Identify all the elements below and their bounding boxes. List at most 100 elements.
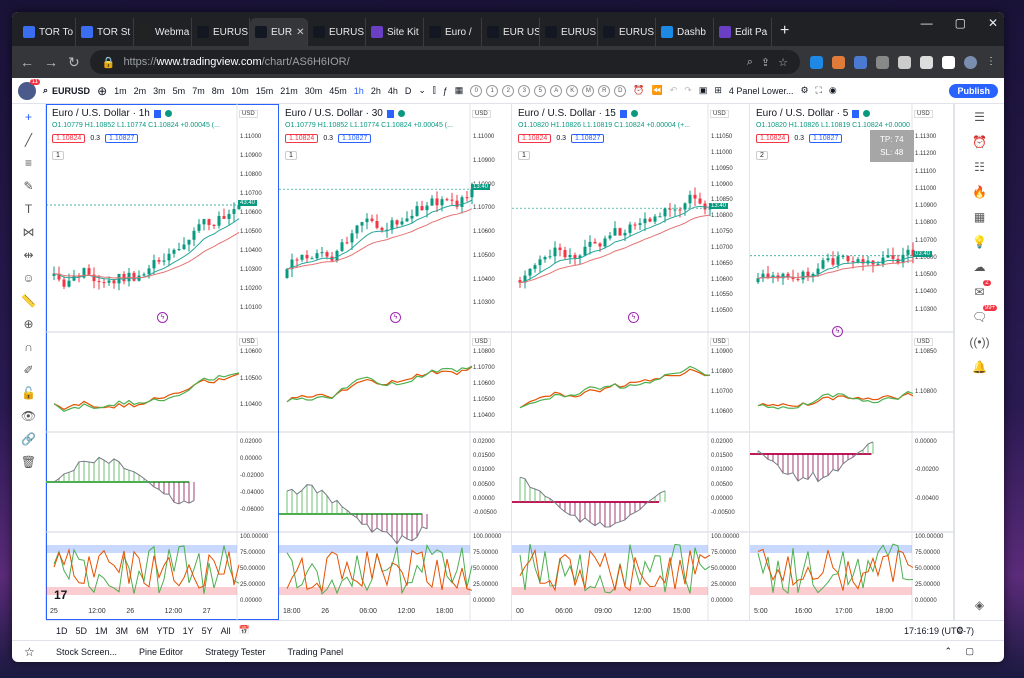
new-tab-icon[interactable]: + xyxy=(780,22,790,39)
browser-tab[interactable]: EUR US xyxy=(482,18,540,46)
trendline-icon[interactable]: ╱ xyxy=(24,133,33,147)
zoom-icon[interactable]: ⌕ xyxy=(746,55,753,68)
stay-drawing-icon[interactable]: ✐ xyxy=(23,363,34,377)
visibility-icon[interactable]: 👁 xyxy=(20,409,37,423)
browser-tab[interactable]: Webma xyxy=(134,18,192,46)
range-ytd[interactable]: YTD xyxy=(156,625,175,636)
alert-icon[interactable]: ⏰ xyxy=(633,85,645,95)
sidebar-icon[interactable] xyxy=(942,55,955,69)
replay-icon[interactable]: ⏪ xyxy=(651,85,663,95)
indicator-shortcut[interactable]: D xyxy=(614,84,627,97)
interval-30m[interactable]: 30m xyxy=(304,85,323,96)
chat-icon[interactable]: ☁ xyxy=(973,260,986,274)
extension-icon[interactable] xyxy=(876,55,889,69)
indicator-shortcut[interactable]: M xyxy=(582,84,595,97)
chart-panel[interactable]: Euro / U.S. Dollar · 5 O1.10820 H1.10826 … xyxy=(750,104,954,620)
url-field[interactable]: 🔒 https://www.tradingview.com/chart/AS6H… xyxy=(89,50,800,74)
chart-settings-icon[interactable]: ⚙ xyxy=(955,625,964,635)
indicator-shortcut[interactable]: A xyxy=(550,84,563,97)
range-5y[interactable]: 5Y xyxy=(201,625,213,636)
extension-icon[interactable] xyxy=(854,55,867,69)
browser-tab[interactable]: TOR To xyxy=(18,18,76,46)
crosshair-icon[interactable]: + xyxy=(24,110,32,124)
buy-button[interactable]: 1.10827 xyxy=(338,134,372,143)
interval-10m[interactable]: 10m xyxy=(231,85,249,96)
menu-dots-icon[interactable]: ⋮ xyxy=(986,55,996,67)
back-icon[interactable]: ← xyxy=(20,54,34,70)
range-1y[interactable]: 1Y xyxy=(182,625,194,636)
close-tab-icon[interactable]: ✕ xyxy=(296,26,305,38)
maximize-icon[interactable]: ▢ xyxy=(954,16,966,30)
ideas-icon[interactable]: 💡 xyxy=(972,235,987,249)
emoji-icon[interactable]: ☺ xyxy=(22,271,35,285)
browser-tab[interactable]: EUR ✕ xyxy=(250,18,308,46)
interval-1h[interactable]: 1h xyxy=(353,85,364,96)
redo-icon[interactable]: ↷ xyxy=(684,85,692,95)
minimize-icon[interactable]: — xyxy=(920,16,933,30)
fullscreen-icon[interactable]: ⛶ xyxy=(815,85,822,95)
interval-45m[interactable]: 45m xyxy=(329,85,347,96)
fib-icon[interactable]: ≡ xyxy=(24,156,32,170)
chart-panel[interactable]: Euro / U.S. Dollar · 30 O1.10779 H1.10852… xyxy=(279,104,512,620)
indicator-shortcut[interactable]: 0 xyxy=(470,84,483,97)
goto-date-icon[interactable]: 📅 xyxy=(238,625,250,635)
lock-drawings-icon[interactable]: 🔓 xyxy=(21,386,36,400)
extension-icon[interactable] xyxy=(810,55,823,69)
ruler-icon[interactable]: 📏 xyxy=(21,294,36,308)
browser-tab[interactable]: EURUS xyxy=(192,18,250,46)
clock[interactable]: 17:16:19 (UTC-7) xyxy=(903,625,974,636)
interval-2m[interactable]: 2m xyxy=(133,85,147,96)
panel-tab[interactable]: Trading Panel xyxy=(287,646,344,657)
lightning-icon[interactable]: ϟ xyxy=(390,312,401,323)
interval-15m[interactable]: 15m xyxy=(255,85,274,96)
lightning-icon[interactable]: ϟ xyxy=(157,312,168,323)
data-window-icon[interactable]: ☷ xyxy=(974,160,985,174)
chart-panel[interactable]: Euro / U.S. Dollar · 1h O1.10779 H1.10852… xyxy=(46,104,279,620)
hotlist-icon[interactable]: 🔥 xyxy=(972,185,987,199)
chart-panel[interactable]: Euro / U.S. Dollar · 15 O1.10820 H1.10826… xyxy=(512,104,750,620)
forward-icon[interactable]: → xyxy=(44,54,58,70)
candle-type-icon[interactable]: ⫿ xyxy=(432,85,436,95)
interval-3m[interactable]: 3m xyxy=(153,85,166,96)
indicators-icon[interactable]: ƒ xyxy=(442,85,448,96)
watchlist-icon[interactable]: ☰ xyxy=(974,110,985,124)
range-3m[interactable]: 3M xyxy=(115,625,129,636)
panel-title[interactable]: Euro / U.S. Dollar · 15 xyxy=(518,108,638,119)
settings-icon[interactable]: ⚙ xyxy=(800,85,809,95)
panel-title[interactable]: Euro / U.S. Dollar · 30 xyxy=(285,108,405,119)
indicator-shortcut[interactable]: R xyxy=(598,84,611,97)
link-icon[interactable]: 🔗 xyxy=(21,432,36,446)
templates-icon[interactable]: ▦ xyxy=(454,85,464,95)
indicator-shortcut[interactable]: 5 xyxy=(534,84,547,97)
panel-tab[interactable]: Pine Editor xyxy=(139,646,184,657)
text-icon[interactable]: T xyxy=(24,202,33,216)
browser-tab[interactable]: Edit Pa xyxy=(714,18,772,46)
interval-8m[interactable]: 8m xyxy=(211,85,225,96)
favorites-star-icon[interactable]: ☆ xyxy=(24,644,35,659)
panel-tab[interactable]: Strategy Tester xyxy=(205,646,266,657)
sell-button[interactable]: 1.10824 xyxy=(756,134,790,143)
sell-button[interactable]: 1.10824 xyxy=(518,134,552,143)
buy-button[interactable]: 1.10827 xyxy=(105,134,139,143)
browser-tab[interactable]: Euro / xyxy=(424,18,482,46)
indicator-shortcut[interactable]: 1 xyxy=(486,84,499,97)
broker-icon[interactable]: ▣ xyxy=(698,85,708,95)
interval-2h[interactable]: 2h xyxy=(370,85,381,96)
interval-dropdown-icon[interactable]: ⌄ xyxy=(418,85,426,95)
panel-title[interactable]: Euro / U.S. Dollar · 1h xyxy=(52,108,172,119)
browser-tab[interactable]: Dashb xyxy=(656,18,714,46)
interval-4h[interactable]: 4h xyxy=(387,85,398,96)
interval-D[interactable]: D xyxy=(404,85,412,96)
browser-tab[interactable]: EURUS xyxy=(308,18,366,46)
range-all[interactable]: All xyxy=(220,625,231,636)
interval-1m[interactable]: 1m xyxy=(114,85,127,96)
compare-icon[interactable]: ⊕ xyxy=(97,83,108,98)
undo-icon[interactable]: ↶ xyxy=(669,85,678,95)
indicator-count-toggle[interactable]: 1 xyxy=(518,151,530,160)
interval-5m[interactable]: 5m xyxy=(172,85,186,96)
indicator-count-toggle[interactable]: 1 xyxy=(52,151,64,160)
range-6m[interactable]: 6M xyxy=(136,625,149,636)
lightning-icon[interactable]: ϟ xyxy=(628,312,639,323)
symbol-search[interactable]: ⌕ EURUSD xyxy=(43,85,91,96)
panel-tab[interactable]: Stock Screen... xyxy=(56,646,118,657)
